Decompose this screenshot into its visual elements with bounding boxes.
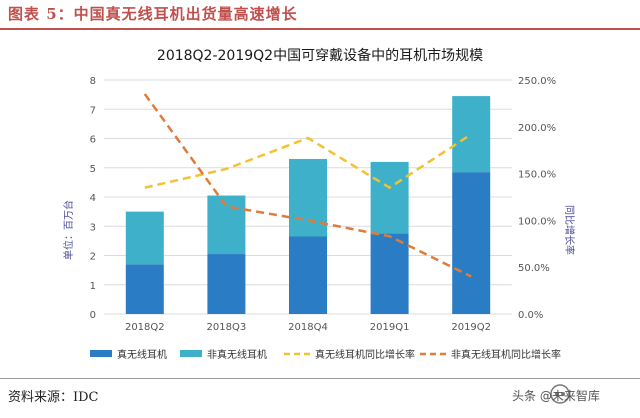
y2-tick-label: 50.0%	[518, 263, 550, 274]
bar-series	[125, 96, 491, 314]
y-tick-label: 1	[90, 281, 96, 292]
y2-tick-label: 200.0%	[518, 123, 556, 134]
y-tick-label: 0	[90, 310, 96, 321]
bar-non-true-wireless	[370, 161, 409, 234]
y-tick-label: 4	[90, 193, 96, 204]
bar-true-wireless	[289, 236, 327, 314]
y-tick-label: 7	[90, 105, 96, 116]
x-tick-label: 2018Q4	[288, 322, 328, 333]
y2-tick-label: 150.0%	[518, 170, 556, 181]
y-tick-label: 3	[90, 222, 96, 233]
legend-true-wireless-growth-label: 真无线耳机同比增长率	[315, 348, 415, 361]
line-true-wireless-growth	[144, 133, 472, 190]
y2-tick-label: 0.0%	[518, 310, 543, 321]
source-note: 资料来源：IDC	[8, 390, 99, 405]
x-tick-label: 2018Q2	[125, 322, 165, 333]
y2-tick-label: 100.0%	[518, 216, 556, 227]
bar-non-true-wireless	[289, 158, 327, 237]
y-axis-label: 单位：百万台	[62, 200, 75, 260]
y-axis-left: 0 1 2 3 4 5 6 7 8	[90, 76, 96, 321]
y-tick-label: 2	[90, 252, 96, 263]
y-tick-label: 6	[90, 135, 96, 146]
x-axis: 2018Q2 2018Q3 2018Q4 2019Q1 2019Q2	[125, 322, 491, 333]
x-tick-label: 2019Q2	[451, 322, 491, 333]
y-axis-right: 0.0% 50.0% 100.0% 150.0% 200.0% 250.0%	[518, 76, 556, 321]
bar-true-wireless	[370, 233, 409, 314]
bar-non-true-wireless	[452, 96, 491, 173]
y-tick-label: 5	[90, 164, 96, 175]
figure-title: 图表 5：中国真无线耳机出货量高速增长	[8, 5, 298, 23]
header-divider	[0, 28, 640, 30]
bar-non-true-wireless	[125, 211, 164, 265]
chart-title: 2018Q2-2019Q2中国可穿戴设备中的耳机市场规模	[157, 47, 483, 64]
y2-tick-label: 250.0%	[518, 76, 556, 87]
x-tick-label: 2018Q3	[207, 322, 247, 333]
legend-non-true-wireless-growth-label: 非真无线耳机同比增长率	[451, 348, 561, 361]
bar-true-wireless	[125, 264, 164, 314]
watermark-text: 头条 @未来智库	[512, 389, 600, 403]
line-non-true-wireless-growth	[143, 93, 472, 278]
watermark-logo-icon	[550, 384, 570, 404]
y-tick-label: 8	[90, 76, 96, 87]
line-series	[143, 93, 472, 278]
gridlines	[104, 79, 512, 315]
legend: 真无线耳机 非真无线耳机 真无线耳机同比增长率 非真无线耳机同比增长率	[90, 348, 561, 361]
bar-true-wireless	[452, 172, 491, 314]
chart: 2018Q2-2019Q2中国可穿戴设备中的耳机市场规模 0 1 2 3 4 5 6 7 8 0…	[62, 47, 576, 361]
legend-non-true-wireless-label: 非真无线耳机	[207, 348, 267, 361]
figure-header: 图表 5：中国真无线耳机出货量高速增长	[0, 0, 640, 30]
legend-non-true-wireless-swatch	[180, 350, 202, 357]
y2-axis-label: 同比增长率	[563, 205, 576, 255]
x-tick-label: 2019Q1	[370, 322, 410, 333]
legend-true-wireless-label: 真无线耳机	[117, 348, 167, 361]
legend-true-wireless-swatch	[90, 350, 112, 357]
bar-true-wireless	[207, 254, 246, 314]
footer-divider	[0, 378, 640, 379]
